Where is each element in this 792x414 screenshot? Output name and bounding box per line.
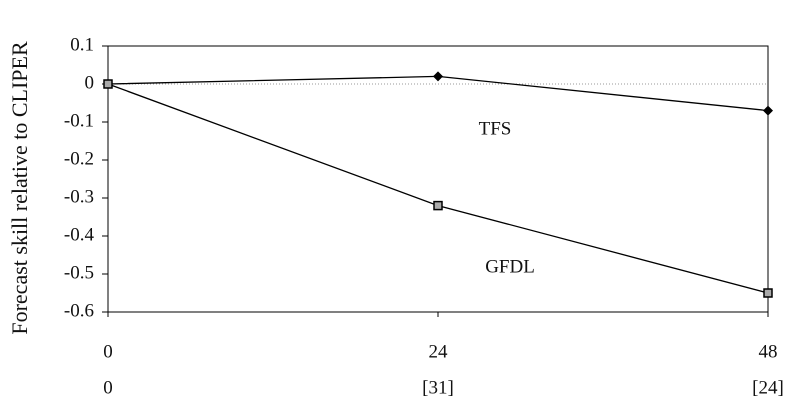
- y-tick-label: 0.1: [70, 34, 94, 55]
- y-tick-label: -0.6: [64, 300, 94, 321]
- marker: [433, 200, 443, 211]
- y-tick-label: -0.5: [64, 262, 94, 283]
- y-tick-label: -0.1: [64, 110, 94, 131]
- x-tick-label: 48: [759, 341, 778, 362]
- x-sublabel: [24]: [752, 377, 784, 398]
- marker: [103, 79, 113, 89]
- y-tick-label: 0: [85, 72, 95, 93]
- marker: [763, 288, 773, 298]
- y-tick-label: -0.3: [64, 186, 94, 207]
- x-tick-label: 24: [429, 341, 449, 362]
- marker: [433, 71, 443, 82]
- x-sublabel: 0: [103, 377, 113, 398]
- series-label: GFDL: [485, 256, 535, 277]
- y-axis-label: Forecast skill relative to CLIPER: [7, 41, 32, 335]
- marker: [763, 105, 773, 116]
- series-line: [107, 83, 769, 294]
- plot-frame: [107, 45, 769, 313]
- y-tick-label: -0.2: [64, 148, 94, 169]
- x-sublabel: [31]: [422, 377, 454, 398]
- x-tick-label: 0: [103, 341, 113, 362]
- series-label: TFS: [479, 118, 512, 139]
- series-line: [107, 75, 769, 112]
- y-tick-label: -0.4: [64, 224, 95, 245]
